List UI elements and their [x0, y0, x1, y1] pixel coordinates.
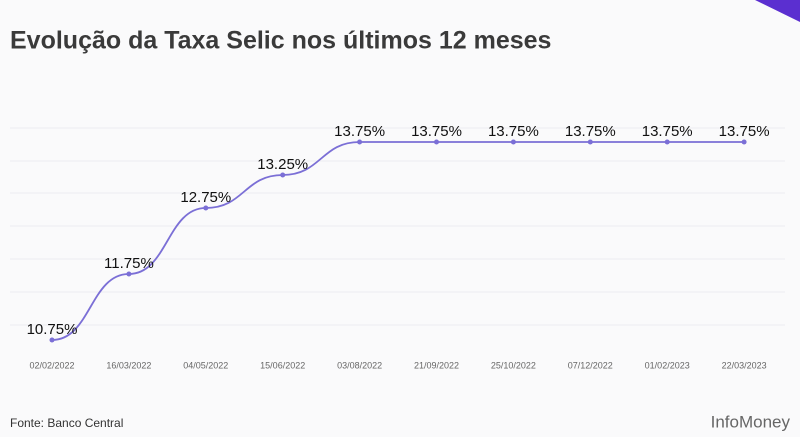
x-tick-label: 22/03/2023	[722, 360, 767, 370]
point	[49, 337, 55, 343]
point	[203, 205, 209, 211]
data-label: 13.75%	[642, 123, 693, 140]
data-label: 13.75%	[488, 123, 539, 140]
source: Fonte: Banco Central	[10, 416, 123, 430]
point	[741, 139, 747, 145]
data-label: 13.75%	[334, 123, 385, 140]
data-label: 12.75%	[180, 189, 231, 206]
x-tick-label: 04/05/2022	[183, 360, 228, 370]
x-tick-label: 07/12/2022	[568, 360, 613, 370]
corner-accent	[755, 0, 800, 22]
data-label: 13.75%	[565, 123, 616, 140]
x-tick-label: 03/08/2022	[337, 360, 382, 370]
data-label: 13.75%	[411, 123, 462, 140]
point	[357, 139, 363, 145]
data-label: 10.75%	[27, 321, 78, 338]
point	[587, 139, 593, 145]
x-tick-label: 01/02/2023	[645, 360, 690, 370]
data-label: 11.75%	[104, 255, 154, 272]
point	[434, 139, 439, 145]
brand: InfoMoney	[711, 412, 791, 431]
data-label: 13.75%	[719, 123, 770, 140]
chart-title: Evolução da Taxa Selic nos últimos 12 me…	[10, 27, 551, 55]
point	[280, 172, 286, 178]
x-tick-label: 21/09/2022	[414, 360, 459, 370]
x-tick-label: 16/03/2022	[106, 360, 151, 370]
x-tick-label: 25/10/2022	[491, 360, 536, 370]
point	[126, 271, 132, 277]
data-label: 13.25%	[257, 156, 308, 173]
point	[664, 139, 670, 145]
x-tick-label: 02/02/2022	[29, 360, 74, 370]
x-tick-label: 15/06/2022	[260, 360, 305, 370]
background-lines	[10, 127, 785, 326]
point	[510, 139, 516, 145]
